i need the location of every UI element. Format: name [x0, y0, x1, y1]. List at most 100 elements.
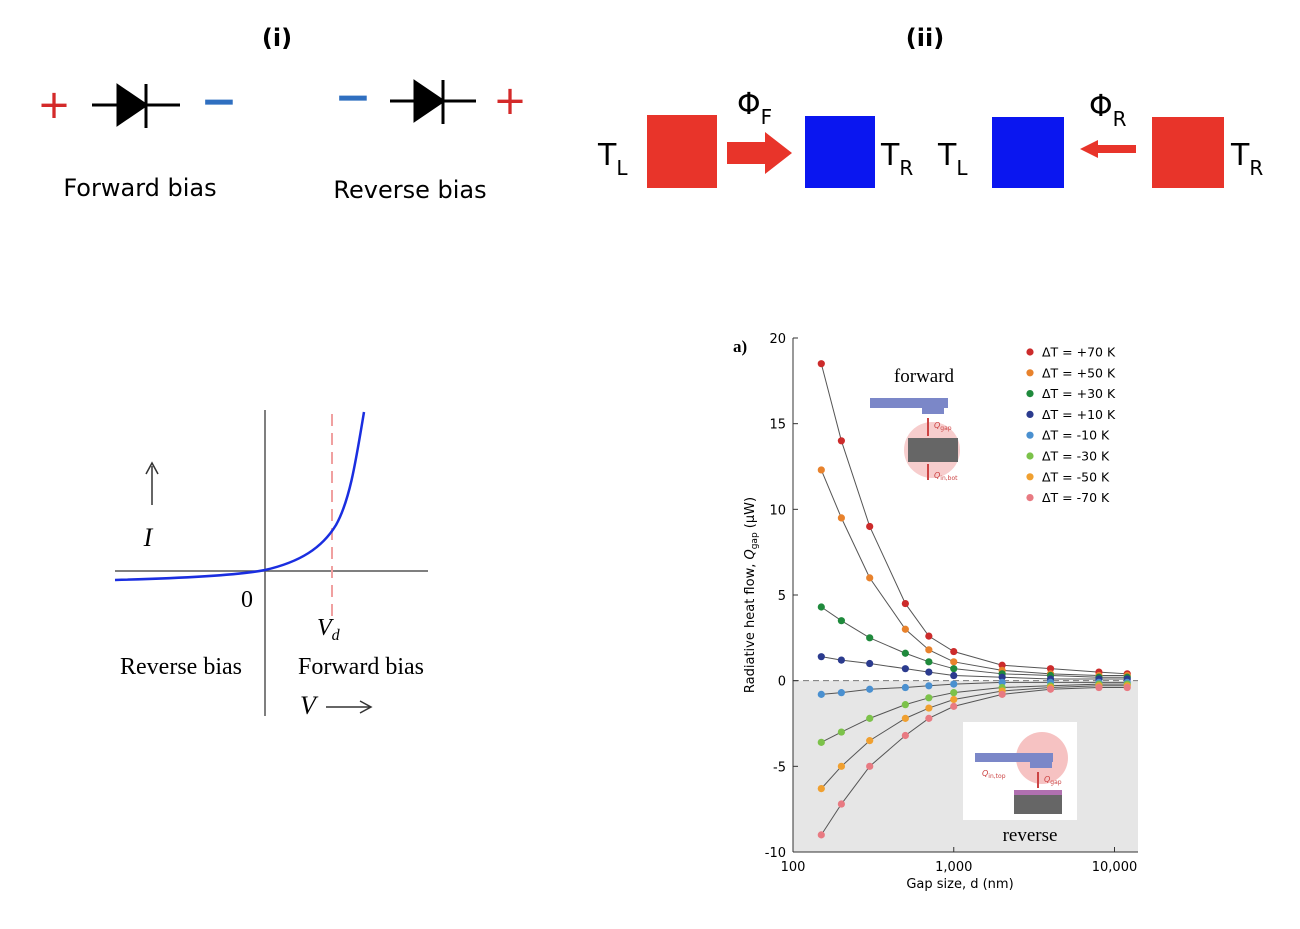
- inset-label: forward: [894, 366, 955, 387]
- hot-body: [1152, 117, 1224, 188]
- data-point: [817, 690, 825, 698]
- data-point: [1095, 683, 1103, 692]
- data-point: [837, 728, 845, 736]
- data-point: [817, 603, 825, 611]
- subscript: R: [899, 156, 913, 180]
- data-point: [837, 689, 845, 697]
- data-point: [866, 714, 874, 722]
- data-point: [998, 673, 1006, 681]
- subscript: gap: [1050, 779, 1061, 786]
- legend-marker: [1026, 494, 1034, 502]
- data-point: [950, 689, 958, 697]
- region-label: Forward bias: [298, 654, 424, 680]
- data-point: [837, 800, 845, 808]
- symbol: Q: [934, 471, 940, 480]
- legend-label: ΔT = -50 K: [1042, 469, 1110, 484]
- symbol: Φ: [1089, 89, 1113, 124]
- x-tick-label: 1,000: [935, 860, 972, 875]
- flux-arrow: [727, 132, 792, 174]
- data-point: [837, 514, 845, 522]
- data-point: [866, 659, 874, 668]
- data-point: [925, 694, 933, 702]
- legend-marker: [1026, 410, 1034, 418]
- minus-sign: −: [335, 72, 372, 123]
- symbol: V: [317, 615, 334, 641]
- data-point: [925, 704, 933, 712]
- fit-line: [820, 469, 1128, 677]
- data-point: [837, 656, 845, 664]
- subscript: d: [332, 627, 341, 644]
- inset-symbol: Qin,bot: [934, 471, 958, 482]
- data-point: [866, 634, 874, 642]
- axis-label: V: [300, 691, 319, 720]
- flux-label: ΦF: [737, 87, 772, 129]
- subscript: in,bot: [940, 475, 958, 482]
- legend-label: ΔT = -30 K: [1042, 449, 1110, 464]
- inset-symbol: Qin,top: [982, 769, 1006, 780]
- data-point: [1123, 683, 1131, 692]
- data-point: [1046, 665, 1055, 673]
- data-point: [925, 668, 933, 676]
- legend-marker: [1026, 431, 1034, 439]
- data-point: [925, 658, 933, 666]
- bias-label: Reverse bias: [333, 176, 486, 204]
- fit-line: [821, 681, 1128, 695]
- data-point: [998, 661, 1006, 669]
- data-point: [837, 762, 845, 770]
- fit-line: [820, 685, 1128, 789]
- legend-marker: [1026, 348, 1034, 356]
- data-point: [901, 683, 909, 692]
- symbol: Q: [934, 421, 940, 430]
- data-point: [925, 714, 933, 722]
- y-tick-label: 5: [778, 589, 786, 604]
- legend-label: ΔT = +70 K: [1042, 345, 1116, 360]
- plus-sign: +: [37, 82, 71, 128]
- legend-marker: [1026, 473, 1034, 481]
- inset-symbol: Qgap: [934, 421, 952, 432]
- subscript: R: [1113, 107, 1127, 131]
- data-point: [950, 695, 958, 704]
- y-tick-label: -5: [773, 760, 786, 775]
- cold-body: [992, 117, 1064, 188]
- data-point: [901, 625, 909, 633]
- legend-label: ΔT = -70 K: [1042, 490, 1110, 505]
- origin-label: 0: [241, 587, 253, 613]
- inset-symbol: Qgap: [1044, 775, 1062, 786]
- y-tick-label: 20: [769, 332, 786, 347]
- iv-diagram: I 0 Vd Reverse bias Forward bias V: [114, 410, 428, 720]
- arrow: [145, 461, 159, 475]
- data-point: [925, 646, 933, 654]
- fit-line: [820, 363, 1128, 675]
- y-tick-label: 0: [778, 675, 786, 690]
- data-point: [901, 731, 909, 740]
- axis-label: I: [143, 523, 154, 552]
- data-point: [866, 522, 874, 531]
- legend-marker: [1026, 390, 1034, 398]
- subscript: gap: [750, 532, 760, 549]
- cold-body: [805, 116, 875, 188]
- symbol: T: [880, 138, 900, 173]
- legend-label: ΔT = -10 K: [1042, 428, 1110, 443]
- temperature-label: TL: [597, 138, 628, 180]
- diode: [92, 83, 180, 128]
- y-axis-label: Radiative heat flow, Qgap (μW): [743, 497, 760, 693]
- symbol: Q: [1044, 775, 1050, 784]
- x-tick-label: 10,000: [1092, 860, 1138, 875]
- region-label: Reverse bias: [120, 654, 242, 680]
- data-point: [817, 738, 825, 746]
- data-point: [925, 682, 933, 690]
- subscript: R: [1249, 156, 1263, 180]
- data-point: [901, 599, 909, 608]
- data-point: [866, 737, 874, 745]
- symbol: Q: [982, 769, 988, 778]
- fit-line: [821, 656, 1128, 680]
- data-point: [837, 617, 845, 625]
- legend-label: ΔT = +30 K: [1042, 386, 1116, 401]
- legend-marker: [1026, 452, 1034, 460]
- threshold-label: Vd: [317, 615, 341, 644]
- data-point: [901, 701, 909, 709]
- hot-body: [647, 115, 717, 188]
- subscript: L: [616, 156, 628, 180]
